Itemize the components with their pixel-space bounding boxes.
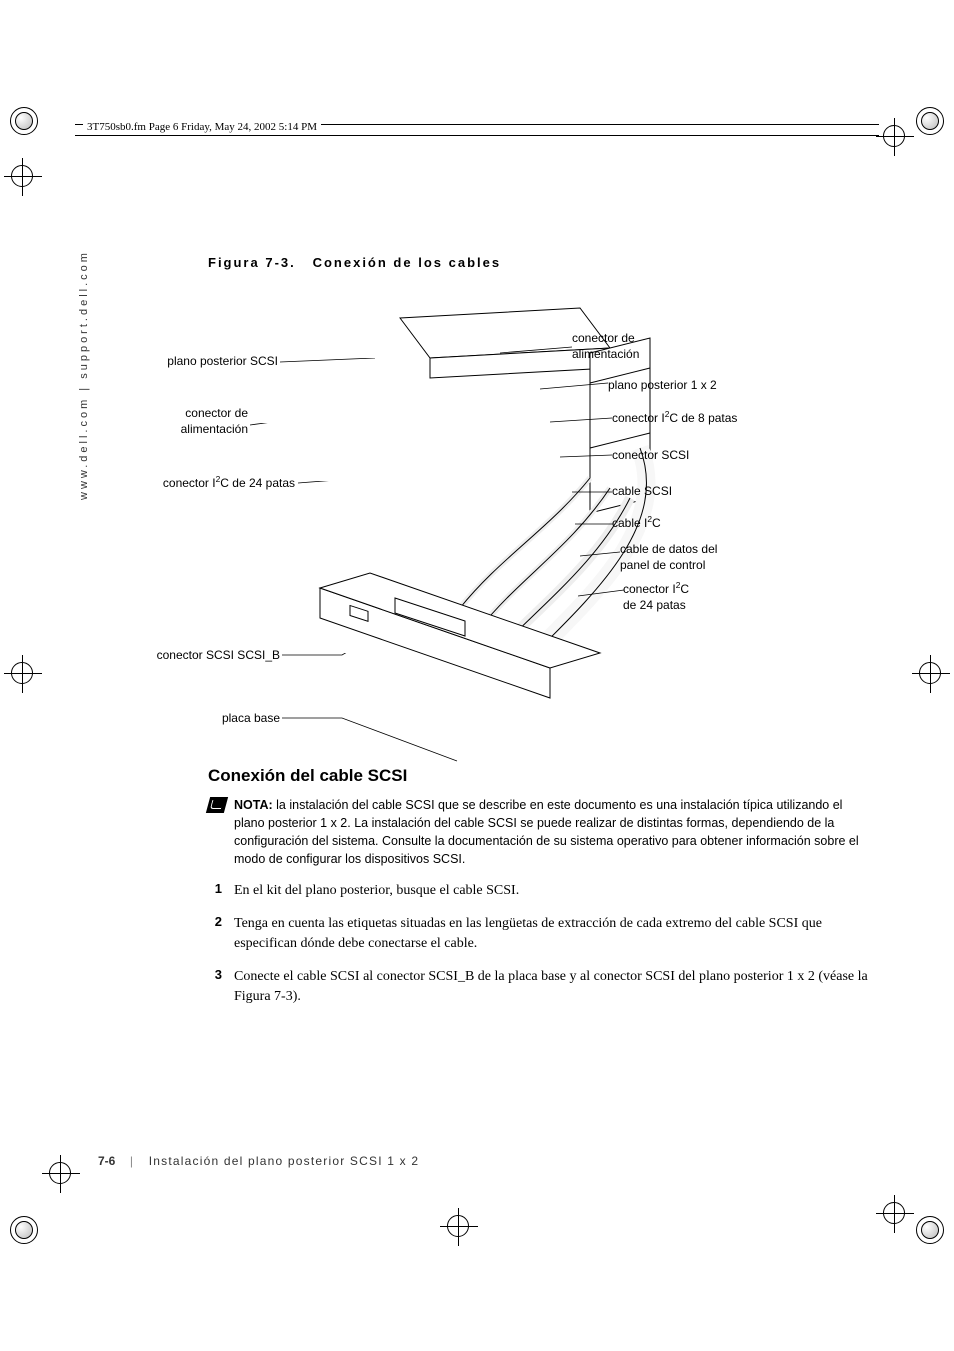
figure-number: Figura 7-3.: [208, 255, 296, 270]
crosshair-icon: [876, 118, 914, 156]
label-scsi-connector: conector SCSI: [612, 447, 689, 463]
print-regmark-icon: [914, 1214, 946, 1246]
vertical-url-text: www.dell.com | support.dell.com: [78, 250, 90, 500]
page-header-text: 3T750sb0.fm Page 6 Friday, May 24, 2002 …: [83, 121, 321, 133]
label-control-panel-cable: cable de datos del panel de control: [620, 541, 717, 573]
label-system-board: placa base: [180, 710, 280, 726]
step-text: Tenga en cuenta las etiquetas situadas e…: [234, 914, 870, 953]
note-block: NOTA: la instalación del cable SCSI que …: [208, 796, 860, 869]
crosshair-icon: [42, 1155, 80, 1193]
step-list: 1 En el kit del plano posterior, busque …: [208, 881, 870, 1007]
note-icon: [206, 797, 228, 813]
label-scsi-backplane: plano posterior SCSI: [128, 353, 278, 369]
page-footer: 7-6 | Instalación del plano posterior SC…: [98, 1154, 419, 1168]
crosshair-icon: [876, 1195, 914, 1233]
crosshair-icon: [4, 655, 42, 693]
label-scsi-cable: cable SCSI: [612, 483, 672, 499]
step-number: 1: [208, 881, 222, 901]
note-body: la instalación del cable SCSI que se des…: [234, 798, 859, 866]
label-i2c-cable: cable I2C: [612, 515, 661, 531]
figure-caption: Conexión de los cables: [313, 255, 502, 270]
label-i2c-24pin-right: conector I2Cde 24 patas: [623, 581, 689, 613]
crosshair-icon: [912, 655, 950, 693]
page-number: 7-6: [98, 1154, 115, 1168]
print-regmark-icon: [914, 105, 946, 137]
label-power-connector-left: conector de alimentación: [128, 405, 248, 437]
step-text: Conecte el cable SCSI al conector SCSI_B…: [234, 967, 870, 1006]
footer-title: Instalación del plano posterior SCSI 1 x…: [149, 1154, 420, 1168]
print-regmark-icon: [8, 1214, 40, 1246]
list-item: 3 Conecte el cable SCSI al conector SCSI…: [208, 967, 870, 1006]
crosshair-icon: [440, 1208, 478, 1246]
label-i2c-24pin-left: conector I2C de 24 patas: [120, 475, 295, 491]
print-regmark-icon: [8, 105, 40, 137]
label-backplane-1x2: plano posterior 1 x 2: [608, 377, 717, 393]
crosshair-icon: [4, 158, 42, 196]
note-label: NOTA:: [234, 798, 273, 812]
cable-diagram: plano posterior SCSI conector de aliment…: [120, 288, 860, 748]
page-content: Figura 7-3. Conexión de los cables: [120, 255, 880, 1020]
list-item: 2 Tenga en cuenta las etiquetas situadas…: [208, 914, 870, 953]
step-number: 2: [208, 914, 222, 953]
label-i2c-8pin: conector I2C de 8 patas: [612, 410, 737, 426]
step-text: En el kit del plano posterior, busque el…: [234, 881, 519, 901]
step-number: 3: [208, 967, 222, 1006]
note-text: NOTA: la instalación del cable SCSI que …: [234, 796, 860, 869]
footer-separator: |: [130, 1154, 134, 1168]
figure-title: Figura 7-3. Conexión de los cables: [208, 255, 880, 270]
label-power-connector-right: conector de alimentación: [572, 330, 639, 362]
section-heading: Conexión del cable SCSI: [208, 766, 880, 786]
label-scsi-b-connector: conector SCSI SCSI_B: [120, 647, 280, 663]
list-item: 1 En el kit del plano posterior, busque …: [208, 881, 870, 901]
